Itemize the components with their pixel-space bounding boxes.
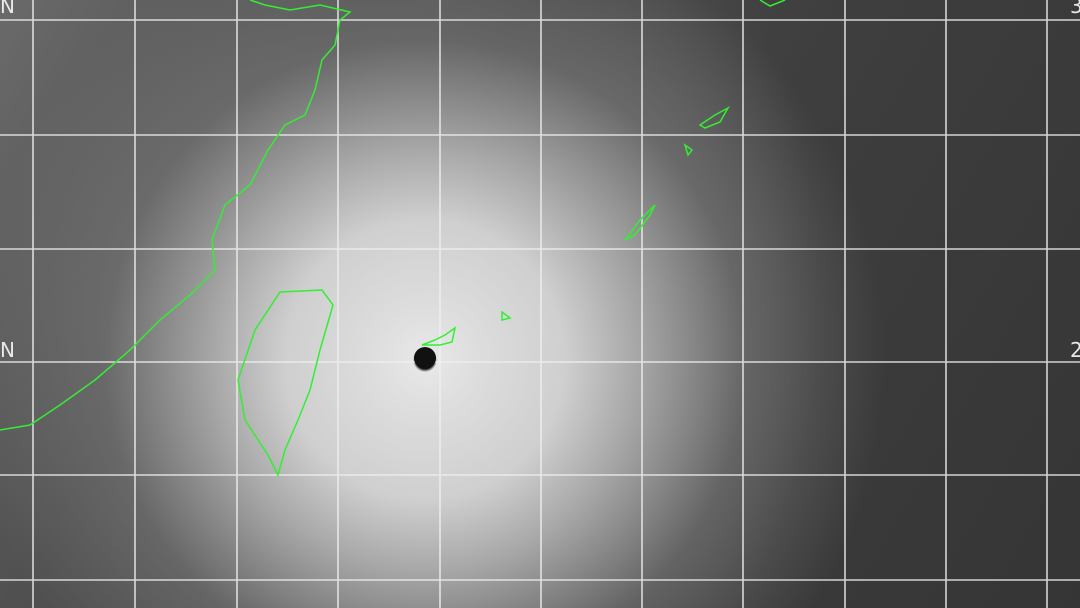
ryukyu-island <box>683 143 694 157</box>
china-coastline <box>0 0 352 431</box>
ryukyu-island <box>624 204 656 241</box>
taiwan-coastline <box>237 289 334 478</box>
island <box>421 326 457 346</box>
lat-label: 2 <box>1070 338 1080 362</box>
lat-label: N <box>0 338 15 362</box>
coast-top <box>759 0 786 7</box>
ryukyu-island <box>698 106 730 129</box>
lat-label: 3 <box>1070 0 1080 18</box>
coastlines <box>0 0 786 478</box>
lat-label: N <box>0 0 15 18</box>
typhoon-eye <box>414 347 436 369</box>
island <box>501 310 512 321</box>
